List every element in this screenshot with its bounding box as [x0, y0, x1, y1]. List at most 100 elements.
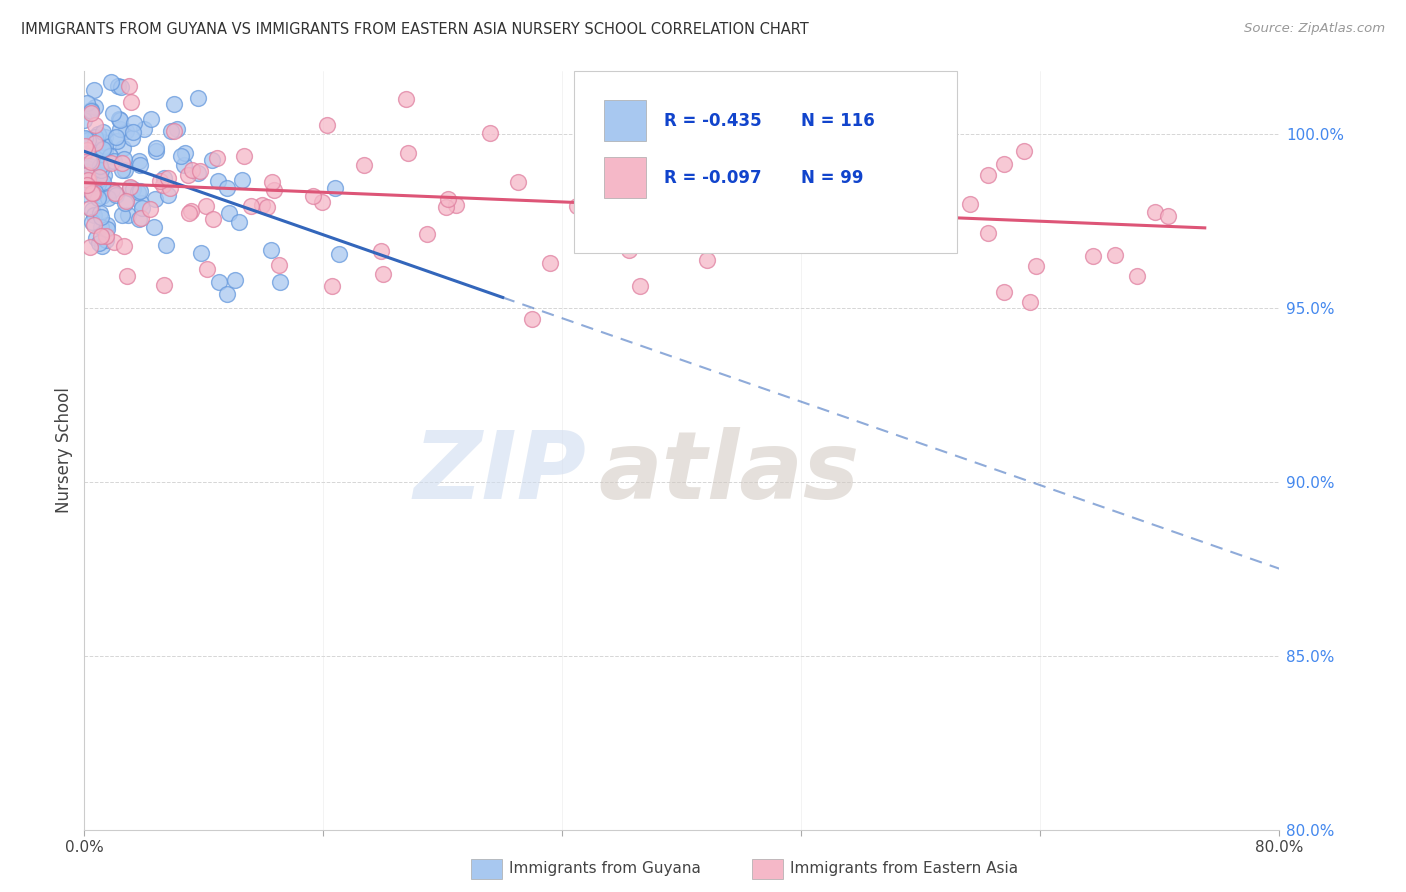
Point	[316, 119, 339, 133]
Point	[718, 231, 741, 245]
Point	[91, 135, 114, 149]
Point	[993, 285, 1015, 300]
Point	[188, 163, 211, 178]
Point	[112, 239, 135, 253]
Point	[100, 75, 122, 89]
Point	[122, 125, 145, 139]
Point	[82, 165, 104, 179]
Point	[77, 140, 100, 154]
Point	[91, 175, 114, 189]
Point	[103, 105, 125, 120]
Point	[152, 178, 174, 192]
Point	[76, 161, 98, 175]
Point	[163, 124, 186, 138]
Point	[115, 194, 138, 209]
Point	[215, 180, 238, 194]
Point	[129, 211, 152, 225]
Point	[506, 175, 529, 189]
Point	[90, 228, 112, 243]
Point	[100, 156, 122, 170]
Text: Immigrants from Guyana: Immigrants from Guyana	[509, 862, 700, 876]
Point	[93, 168, 115, 182]
Point	[117, 208, 139, 222]
Point	[195, 261, 218, 276]
Point	[83, 100, 105, 114]
Point	[98, 149, 121, 163]
Point	[436, 192, 458, 206]
Point	[139, 112, 162, 127]
Point	[478, 126, 501, 140]
Point	[153, 171, 176, 186]
Text: ZIP: ZIP	[413, 427, 586, 519]
Point	[155, 238, 177, 252]
Point	[90, 219, 112, 234]
Point	[396, 145, 419, 160]
Point	[269, 275, 291, 289]
Point	[82, 215, 104, 229]
Point	[647, 194, 669, 208]
Point	[619, 243, 641, 257]
Point	[434, 200, 457, 214]
Point	[77, 133, 100, 147]
Point	[628, 279, 651, 293]
Point	[103, 235, 125, 249]
Point	[96, 218, 118, 232]
Point	[90, 162, 112, 177]
Point	[87, 177, 110, 191]
Point	[370, 244, 392, 258]
Point	[110, 79, 132, 94]
Point	[683, 153, 706, 167]
Point	[260, 244, 283, 258]
Point	[122, 182, 145, 196]
Point	[112, 152, 135, 166]
Point	[977, 226, 1000, 240]
Point	[129, 195, 152, 210]
Point	[159, 181, 181, 195]
Point	[79, 159, 101, 173]
Point	[83, 218, 105, 232]
Point	[657, 200, 679, 214]
Point	[83, 208, 105, 222]
Point	[87, 169, 110, 184]
Point	[94, 229, 117, 244]
Point	[190, 245, 212, 260]
Point	[959, 197, 981, 211]
Point	[157, 188, 180, 202]
Point	[90, 210, 112, 224]
Point	[80, 104, 103, 119]
Point	[250, 198, 273, 212]
Point	[115, 268, 138, 283]
FancyBboxPatch shape	[605, 100, 647, 142]
Point	[127, 185, 149, 199]
Point	[79, 154, 101, 169]
Point	[131, 201, 153, 215]
Point	[96, 155, 118, 169]
Point	[76, 168, 98, 182]
Point	[173, 158, 195, 172]
Point	[80, 186, 103, 200]
Point	[118, 79, 141, 94]
FancyBboxPatch shape	[605, 157, 647, 198]
Point	[231, 172, 253, 186]
Point	[157, 171, 180, 186]
Point	[76, 172, 98, 186]
Point	[145, 144, 167, 158]
Point	[118, 181, 141, 195]
Point	[76, 144, 98, 158]
Point	[444, 198, 467, 212]
Point	[114, 123, 136, 137]
Point	[121, 131, 143, 145]
Point	[96, 233, 118, 247]
Text: N = 99: N = 99	[801, 169, 863, 186]
Point	[256, 200, 278, 214]
Point	[321, 279, 343, 293]
Point	[104, 186, 127, 200]
Point	[177, 168, 200, 182]
Point	[915, 185, 938, 199]
Point	[143, 192, 166, 206]
Point	[111, 141, 134, 155]
Point	[879, 205, 901, 219]
Point	[84, 129, 107, 144]
Point	[73, 112, 96, 127]
Point	[208, 275, 231, 289]
